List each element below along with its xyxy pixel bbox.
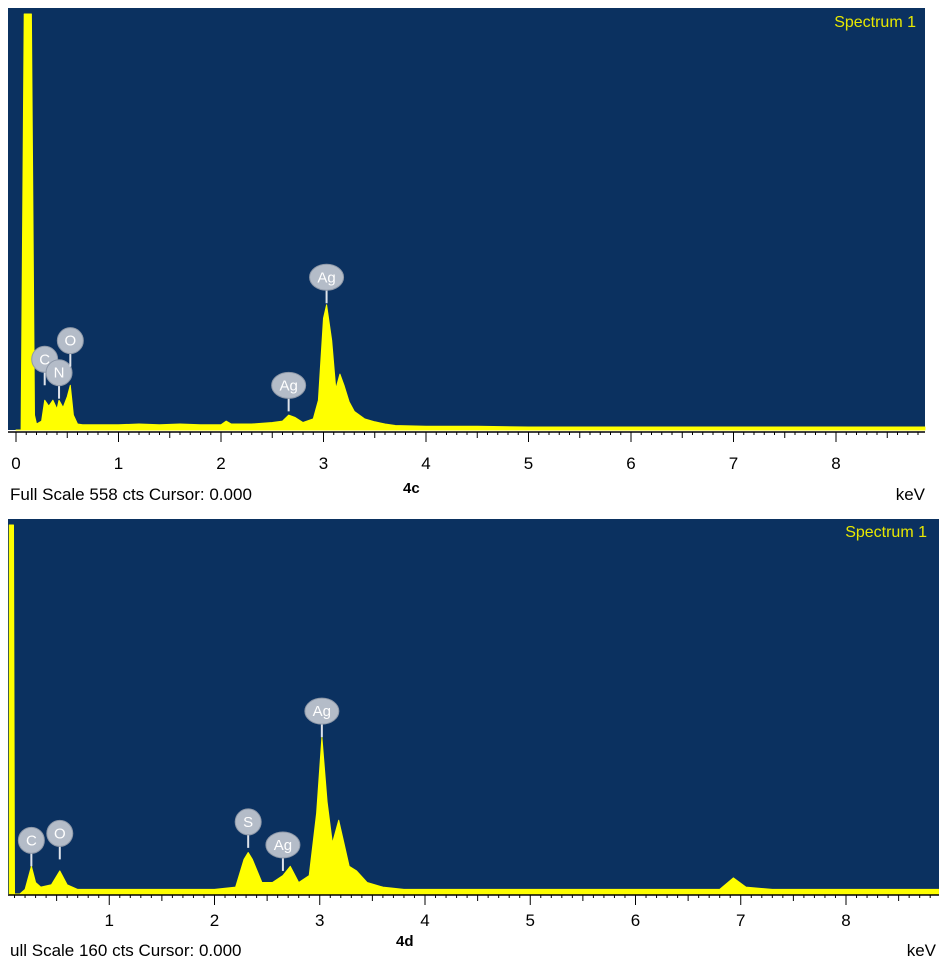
spectrum-series bbox=[15, 13, 926, 431]
x-tick-label: 0 bbox=[11, 454, 20, 473]
spectrum-series bbox=[8, 524, 939, 895]
x-tick-label: 7 bbox=[729, 454, 738, 473]
peak-label-text: N bbox=[54, 365, 65, 382]
plot-area bbox=[8, 519, 939, 894]
peak-label-text: Ag bbox=[317, 269, 335, 286]
peak-label-badge bbox=[234, 808, 262, 836]
spectrum-panel-4d: C O S Ag Ag Spectrum 1 1 2 3 4 5 6 7 8 ull Scale 160 c… bbox=[0, 512, 939, 961]
x-tick-label: 1 bbox=[105, 911, 114, 930]
peak-label-ag: Ag bbox=[271, 371, 307, 412]
peak-label-o: O bbox=[46, 819, 74, 860]
x-tick-label: 4 bbox=[420, 911, 429, 930]
peak-label-c: C bbox=[17, 826, 45, 867]
peak-label-text: O bbox=[64, 333, 76, 350]
x-tick-label: 4 bbox=[421, 454, 430, 473]
x-tick-label: 5 bbox=[526, 911, 535, 930]
peak-label-ag: Ag bbox=[265, 831, 301, 871]
x-tick-label: 1 bbox=[114, 454, 123, 473]
x-tick-label: 2 bbox=[210, 911, 219, 930]
full-scale-readout: ull Scale 160 cts Cursor: 0.000 bbox=[10, 941, 242, 960]
x-tick-label: 3 bbox=[315, 911, 324, 930]
peak-label-text: Ag bbox=[313, 703, 331, 720]
peak-label-badge bbox=[45, 359, 73, 387]
peak-label-text: Ag bbox=[279, 377, 297, 394]
x-tick-label: 2 bbox=[216, 454, 225, 473]
peak-label-n: N bbox=[45, 359, 73, 399]
spectrum-chart-4d: C O S Ag Ag Spectrum 1 1 2 3 4 5 6 7 8 ull Scale 160 c… bbox=[8, 519, 939, 960]
x-tick-label: 7 bbox=[736, 911, 745, 930]
x-axis-unit: keV bbox=[896, 485, 926, 504]
peak-label-badge bbox=[17, 826, 45, 854]
peak-label-badge bbox=[304, 697, 340, 725]
x-tick-label: 3 bbox=[319, 454, 328, 473]
peak-label-text: C bbox=[39, 351, 50, 368]
full-scale-readout: Full Scale 558 cts Cursor: 0.000 bbox=[10, 485, 252, 504]
peak-label-badge bbox=[56, 327, 84, 355]
peak-label-text: S bbox=[243, 814, 253, 831]
peak-label-text: C bbox=[26, 832, 37, 849]
peak-label-badge bbox=[309, 263, 345, 291]
panel-id-label: 4d bbox=[396, 933, 414, 950]
x-tick-label: 5 bbox=[524, 454, 533, 473]
x-tick-label: 8 bbox=[841, 911, 850, 930]
peak-label-o: O bbox=[56, 327, 84, 367]
spectrum-title: Spectrum 1 bbox=[845, 524, 927, 541]
spectrum-panel-4c: C N O Ag Ag Spectrum 1 0 1 2 3 4 5 6 7 8 Full Scale 558… bbox=[8, 8, 926, 504]
peak-label-ag: Ag bbox=[309, 263, 345, 304]
peak-label-badge bbox=[271, 371, 307, 399]
peak-label-badge bbox=[265, 831, 301, 859]
peak-label-s: S bbox=[234, 808, 262, 848]
peak-label-badge bbox=[46, 819, 74, 847]
x-tick-label: 6 bbox=[631, 911, 640, 930]
peak-label-ag: Ag bbox=[304, 697, 340, 738]
peak-label-text: O bbox=[54, 825, 66, 842]
x-tick-label: 8 bbox=[831, 454, 840, 473]
spectrum-chart-4c: CNO Ag Ag Spectrum 1 0 1 2 3 4 5 6 7 8 Full Scale 558… bbox=[8, 8, 926, 504]
peak-label-text: Ag bbox=[274, 837, 292, 854]
plot-area bbox=[8, 8, 925, 430]
panel-id-label: 4c bbox=[403, 480, 420, 497]
spectrum-title: Spectrum 1 bbox=[834, 14, 916, 31]
x-axis-unit: keV bbox=[907, 941, 937, 960]
x-tick-label: 6 bbox=[626, 454, 635, 473]
